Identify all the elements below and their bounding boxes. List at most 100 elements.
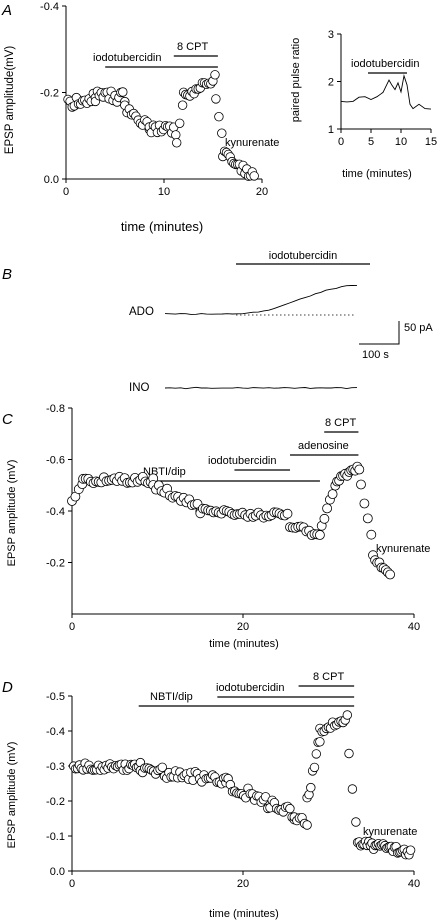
panel-c-data-point [314,530,325,540]
panel-a-x-tick-label: 10 [158,186,170,198]
panel-c-chart: 0 20 40 -0.2 -0.4 -0.6 -0.8 NBTI/dipiodotuberc… [6,403,430,650]
panel-d-bars: NBTI/dip iodotubercidin 8 CPT [138,671,355,707]
panel-c-bar-label: adenosine [298,440,349,452]
panel-a-data-point [217,128,227,138]
panel-c-ylabel: EPSP amplitude (mV) [6,460,18,567]
panel-d-xlabel: time (minutes) [209,908,279,920]
panel-a-inset-ylabel: paired pulse ratio [290,38,302,122]
panel-c-data-point [366,529,377,540]
panel-c-y-tick-label: -0.8 [46,403,65,415]
panel-b-ino-trace [164,386,358,390]
panel-a-inset-xlabel: time (minutes) [342,168,412,180]
panel-c-x-tick-label: 40 [408,621,420,633]
panel-d-data-point [351,817,361,827]
panel-a-inset-y-tick-label: 2 [328,77,334,89]
panel-a-inset-x-tick-label: 5 [368,136,374,148]
panel-b-trace-label-ado: ADO [129,306,154,318]
panel-a-inset-x-tick-label: 15 [425,136,437,148]
panel-c-x-tick-label: 0 [69,621,75,633]
panel-label-a: A [1,2,12,19]
panel-a-inset-axes: 0 5 10 15 1 2 3 [328,29,437,148]
panel-d-data-point [302,820,312,830]
panel-a-y-tick-label: -0.2 [40,88,59,100]
panel-c-x-tick-label: 20 [237,621,249,633]
panel-c-axes: 0 20 40 -0.2 -0.4 -0.6 -0.8 [46,403,420,633]
panel-d-points [68,710,416,860]
panel-b-scalebar [359,321,400,345]
panel-a-points [63,70,259,182]
panel-b-traces: iodotubercidin ADO INO 50 pA 100 s [129,250,433,394]
panel-a-data-point [249,171,259,181]
panel-d-data-point [405,845,416,855]
panel-d-data-point [309,762,320,773]
panel-a-annotation-kynurenate: kynurenate [225,137,279,149]
panel-d-data-point [306,782,316,793]
panel-d-data-point [347,784,358,794]
panel-a-bar-label: 8 CPT [177,41,208,53]
panel-c-data-point [282,508,293,519]
panel-d-y-tick-label: 0.0 [50,866,65,878]
panel-c-y-tick-label: -0.4 [46,506,65,518]
panel-b-trace-label-ino: INO [129,382,150,394]
panel-c-data-point [362,513,373,524]
panel-c-data-point [356,479,366,490]
panel-d-x-tick-label: 20 [237,878,249,890]
panel-d-y-tick-label: -0.1 [46,831,65,843]
panel-a-chart: 0 10 20 0.0 -0.2 -0.4 iodotubercidin 8 CPT tim… [4,1,279,234]
panel-a-data-point [118,87,128,97]
panel-a-data-point [214,111,224,122]
panel-a-y-tick-label: -0.4 [40,1,59,13]
panel-d-data-point [157,762,168,773]
panel-a-bar-label: iodotubercidin [93,52,162,64]
panel-c-y-tick-label: -0.2 [46,558,65,570]
panel-a-data-point [210,70,220,80]
panel-c-xlabel: time (minutes) [209,638,279,650]
panel-a-data-point [174,118,185,129]
panel-c-data-point [327,489,338,500]
panel-d-data-point [311,749,322,759]
panel-d-annotation-kynurenate: kynurenate [363,826,417,838]
panel-c-data-point [354,464,365,475]
panel-label-d: D [2,679,13,696]
panel-b-ado-trace [164,285,358,315]
panel-a-x-tick-label: 20 [256,186,268,198]
panel-d-x-tick-label: 0 [69,878,75,890]
panel-d-data-point [344,748,354,759]
panel-a-axes: 0 10 20 0.0 -0.2 -0.4 [40,1,268,198]
panel-a-x-tick-label: 0 [63,186,69,198]
panel-c-annotation-kynurenate: kynurenate [376,543,430,555]
panel-a-inset-x-tick-label: 0 [338,136,344,148]
panel-b-scalebar-x: 100 s [362,349,389,361]
panel-a-data-point [171,138,182,148]
panel-d-ylabel: EPSP amplitude (mV) [6,742,18,849]
panel-a-inset-y-tick-label: 1 [328,124,334,136]
panel-c-data-point [385,569,396,580]
panel-c-y-tick-label: -0.6 [46,455,65,467]
panel-c-points [67,461,396,580]
panel-label-c: C [2,411,13,428]
panel-label-b: B [2,266,12,283]
panel-b-bar-label: iodotubercidin [269,250,338,262]
panel-d-y-tick-label: -0.3 [46,761,65,773]
panel-d-bar-label: NBTI/dip [150,691,193,703]
panel-d-data-point [285,803,295,814]
panel-a-data-point [211,94,221,104]
panel-d-bar-label: 8 CPT [313,671,344,683]
panel-d-axes: 0 20 40 0.0 -0.1 -0.2 -0.3 -0.4 -0.5 [46,691,420,890]
panel-c-data-point [319,513,330,524]
panel-a-y-tick-label: 0.0 [44,174,59,186]
panel-d-x-tick-label: 40 [408,878,420,890]
panel-d-y-tick-label: -0.5 [46,691,65,703]
panel-c-data-point [322,503,333,514]
panel-c-data-point [359,498,370,509]
panel-a-inset-bars: iodotubercidin [351,58,420,74]
panel-d-chart: 0 20 40 0.0 -0.1 -0.2 -0.3 -0.4 -0.5 NBTI/dip iod… [6,671,420,920]
panel-a-data-point [177,100,188,110]
panel-a-ylabel: EPSP amplitude(mV) [4,46,16,155]
panel-a-data-point [171,130,181,140]
panel-d-data-point [315,737,325,747]
panel-b-scalebar-y: 50 pA [404,322,433,334]
